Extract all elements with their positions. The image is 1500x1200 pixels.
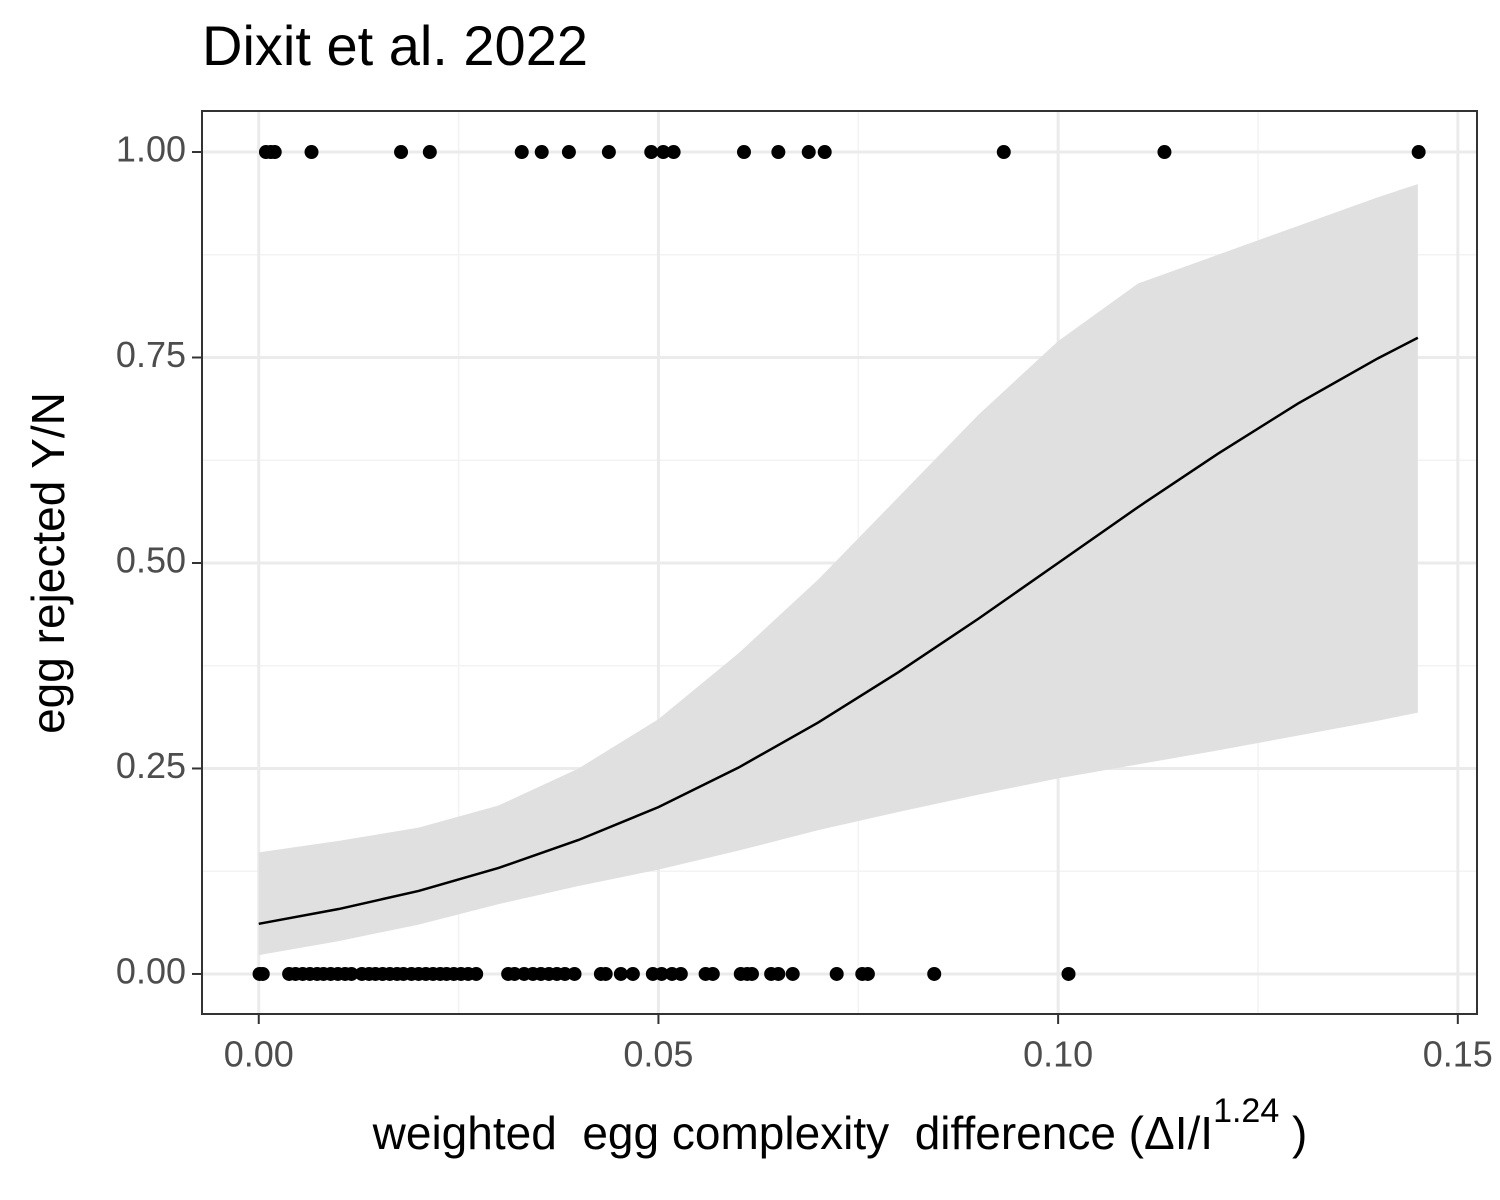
x-axis-title-superscript: 1.24 (1213, 1092, 1279, 1130)
x-tick-label: 0.10 (1023, 1034, 1093, 1075)
data-point (255, 966, 270, 981)
data-point (771, 966, 786, 981)
data-point (860, 966, 875, 981)
x-tick-label: 0.15 (1423, 1034, 1493, 1075)
data-point (736, 145, 751, 160)
y-tick-label: 0.75 (116, 334, 186, 375)
data-point (673, 966, 688, 981)
data-point (1411, 145, 1426, 160)
data-point (785, 966, 800, 981)
y-tick-label: 0.25 (116, 745, 186, 786)
data-point (567, 966, 582, 981)
data-point (927, 966, 942, 981)
data-point (613, 966, 628, 981)
data-point (644, 145, 659, 160)
y-tick-label: 0.50 (116, 540, 186, 581)
data-point (507, 966, 522, 981)
data-point (598, 966, 613, 981)
data-point (304, 145, 319, 160)
data-point (344, 966, 359, 981)
data-point (601, 145, 616, 160)
chart-title: Dixit et al. 2022 (202, 14, 588, 77)
data-point (1061, 966, 1076, 981)
confidence-ribbon (258, 184, 1418, 956)
marks (252, 145, 1426, 981)
data-point (666, 145, 681, 160)
data-point (1157, 145, 1172, 160)
x-axis-title-main: weighted egg complexity difference (ΔI/I (372, 1107, 1213, 1159)
data-point (469, 966, 484, 981)
data-point (422, 145, 437, 160)
data-point (561, 145, 576, 160)
data-point (801, 145, 816, 160)
data-point (705, 966, 720, 981)
axes: 0.00 0.05 0.10 0.15 0.00 0.25 0.50 0.75 1.00 (116, 129, 1493, 1075)
data-point (817, 145, 832, 160)
data-point (625, 966, 640, 981)
x-axis-title: weighted egg complexity difference (ΔI/I… (372, 1092, 1308, 1159)
y-axis-title: egg rejected Y/N (22, 392, 74, 734)
fit-line (258, 336, 1419, 926)
data-point (654, 966, 669, 981)
data-point (656, 145, 671, 160)
x-axis-title-end: ) (1279, 1107, 1307, 1159)
data-point (829, 966, 844, 981)
data-point (534, 145, 549, 160)
y-tick-label: 0.00 (116, 950, 186, 991)
y-tick-label: 1.00 (116, 129, 186, 170)
data-point (557, 966, 572, 981)
x-tick-label: 0.00 (224, 1034, 294, 1075)
data-point (394, 145, 409, 160)
data-point (744, 966, 759, 981)
data-point (267, 145, 282, 160)
data-point (514, 145, 529, 160)
data-point (771, 145, 786, 160)
x-tick-label: 0.05 (623, 1034, 693, 1075)
data-point (996, 145, 1011, 160)
